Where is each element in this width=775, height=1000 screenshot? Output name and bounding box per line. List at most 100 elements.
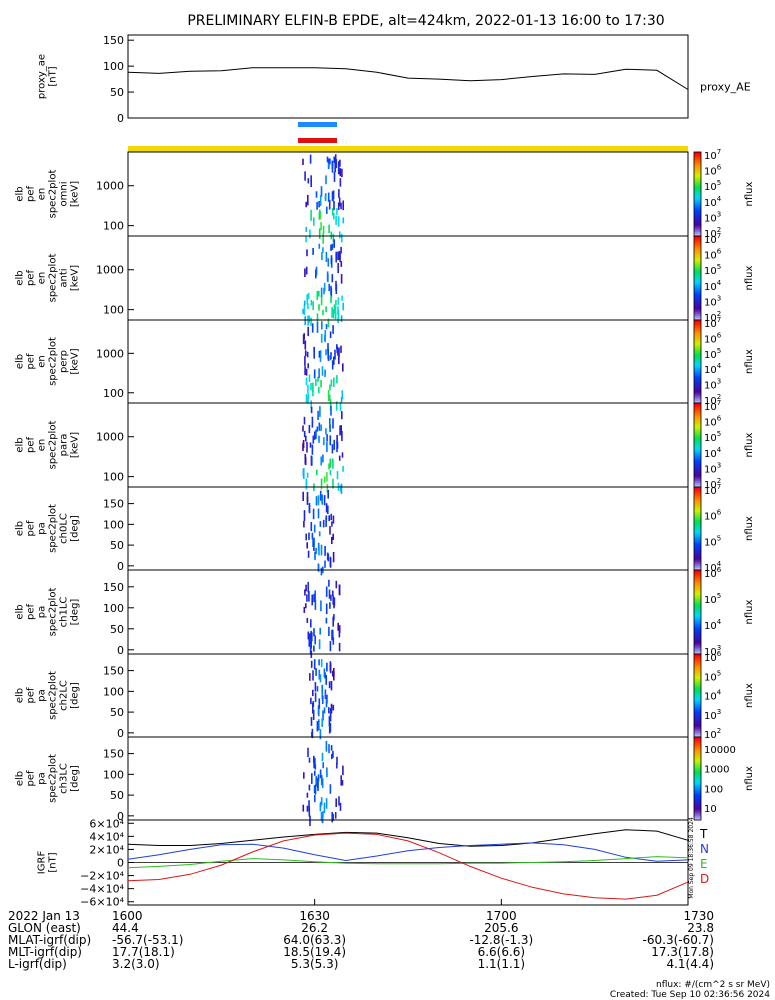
x-axis (127, 899, 689, 905)
spectrogram-pixel (327, 162, 330, 169)
spectrogram-pixel (318, 243, 321, 249)
legend-E: E (700, 857, 708, 871)
y-tick-label: 50 (110, 623, 124, 636)
spectrogram-pixel (320, 544, 323, 556)
colorbar-step (694, 741, 701, 744)
colorbar-step (694, 284, 701, 287)
y-tick-label: 100 (103, 685, 124, 698)
colorbar-step (694, 361, 701, 365)
colorbar-step (694, 712, 701, 715)
colorbar-step (694, 543, 701, 546)
colorbar-step (694, 601, 701, 605)
spectrogram-pixel (311, 599, 313, 606)
colorbar-step (694, 480, 701, 484)
spectrogram-pixel (305, 584, 307, 592)
colorbar-step (694, 179, 701, 182)
spectrogram-pixel (307, 631, 310, 640)
colorbar-step (694, 654, 701, 657)
colorbar-tick-exp: 4 (717, 195, 722, 203)
spectrogram-pixel (332, 590, 334, 597)
colorbar-step (694, 376, 701, 379)
y-tick-label: 100 (103, 220, 124, 233)
colorbar-step (694, 572, 701, 575)
colorbar-step (694, 307, 701, 310)
colorbar-step (694, 732, 701, 736)
colorbar-step (694, 751, 701, 755)
colorbar-step (694, 482, 701, 486)
y-tick-label: 100 (103, 60, 124, 73)
colorbar-step (694, 317, 701, 321)
colorbar-tick-label: 103 (704, 708, 721, 722)
colorbar-step (694, 649, 701, 653)
colorbar-step (694, 591, 701, 594)
colorbar-step (694, 194, 701, 197)
spectrogram-pixel (309, 633, 311, 643)
colorbar-step (694, 183, 701, 187)
y-axis-label-line: IGRF (37, 851, 48, 875)
spectrogram-pixel (305, 226, 308, 232)
spectrogram-pixel (331, 307, 333, 318)
colorbar-step (694, 353, 701, 356)
spectrogram-pixel (305, 235, 307, 243)
y-axis-label-line: pef (26, 353, 37, 370)
colorbar-step (694, 801, 701, 804)
colorbar-step (694, 271, 701, 275)
colorbar-step (694, 786, 701, 790)
colorbar-step (694, 643, 701, 647)
colorbar-tick-label: 105 (704, 534, 721, 548)
colorbar-step (694, 442, 701, 446)
spectrogram-pixel (317, 495, 320, 506)
colorbar-step (694, 516, 701, 519)
y-tick-label: 150 (103, 581, 124, 594)
spectrogram-pixel (329, 470, 332, 476)
panel-frame (127, 235, 689, 321)
colorbar-step (694, 489, 701, 492)
y-axis-label-line: [deg] (70, 515, 81, 542)
y-tick-label: 50 (110, 706, 124, 719)
series-line-proxy-ae (127, 67, 689, 90)
y-tick-label: −6×10⁴ (80, 896, 124, 909)
colorbar-step (694, 595, 701, 598)
y-tick-label: 150 (103, 498, 124, 511)
spectrogram-pixel (314, 551, 316, 560)
colorbar-step (694, 326, 701, 329)
y-axis-label-line: spec2plot (48, 337, 59, 386)
colorbar-step (694, 624, 701, 628)
spectrogram-pixel (326, 694, 328, 704)
spectrogram-pixel (342, 363, 344, 372)
colorbar-step (694, 609, 701, 613)
spectrogram-pixel (306, 617, 309, 623)
spectrogram-pixel (313, 537, 315, 546)
spectrogram-pixel (319, 195, 322, 206)
spectrogram-pixel (333, 156, 335, 163)
spectrogram-pixel (310, 638, 312, 649)
legend-D: D (700, 872, 709, 886)
spectrogram-pixel (304, 171, 306, 181)
colorbar-step (694, 584, 701, 588)
colorbar-step (694, 347, 701, 350)
spectrogram-pixel (315, 378, 317, 387)
spectrogram-pixel (333, 671, 335, 681)
spectrogram-pixel (307, 315, 309, 326)
spectrogram-pixel (302, 425, 304, 432)
spectrogram-pixel (314, 770, 316, 776)
colorbar-step (694, 344, 701, 348)
colorbar-step (694, 338, 701, 342)
colorbar-step (694, 674, 701, 678)
colorbar-step (694, 776, 701, 779)
colorbar-step (694, 497, 701, 500)
spectrogram-pixel (313, 645, 315, 652)
colorbar-step (694, 328, 701, 331)
colorbar-tick-exp: 6 (717, 650, 722, 658)
spectrogram-pixel (340, 483, 343, 494)
colorbar-step (694, 221, 701, 224)
spectrogram-pixel (337, 163, 340, 175)
colorbar-step (694, 660, 701, 663)
colorbar-step (694, 639, 701, 642)
colorbar-tick-exp: 5 (717, 179, 721, 187)
colorbar-tick-base: 10 (704, 365, 717, 376)
spectrogram-pixel (337, 263, 339, 274)
y-axis-label-line: spec2plot (48, 504, 59, 553)
spectrogram-pixel (338, 642, 341, 652)
legend-N: N (700, 842, 709, 856)
